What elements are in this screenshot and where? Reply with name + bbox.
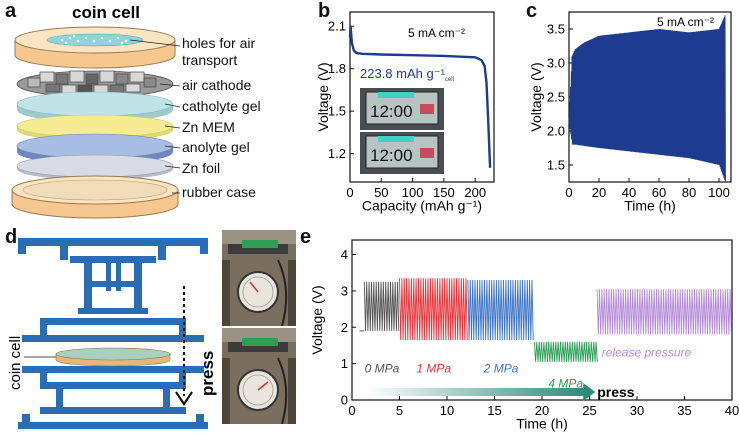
press-photo-top: [222, 230, 296, 326]
chart-c-ytick-label: 2.0: [547, 124, 565, 139]
chart-c-ylabel: Voltage (V): [529, 62, 544, 131]
chart-e-xtick-label: 25: [582, 403, 596, 418]
inset-clock-bottom-text: 12:00: [370, 146, 413, 165]
chart-c-xtick-label: 80: [682, 185, 696, 200]
chart-e-press-arrow-shaft: [366, 388, 586, 396]
chart-e-phase-2-label: 2 MPa: [483, 362, 519, 376]
press-photo-top-graphic: [222, 230, 296, 326]
chart-e-phase-3-label: 4 MPa: [548, 376, 583, 390]
press-frame: [18, 238, 208, 429]
chart-b-annotation: 5 mA cm⁻²: [408, 26, 465, 40]
chart-b-capacity-value: 223.8 mAh g⁻¹: [360, 66, 446, 81]
chart-c-xlabel: Time (h): [624, 198, 676, 214]
chart-e-phase-1-label: 1 MPa: [416, 362, 451, 376]
chart-c-ytick-label: 3.0: [547, 56, 565, 71]
label-zn-mem: Zn MEM: [182, 119, 235, 135]
chart-b-xtick-label: 100: [402, 185, 424, 200]
chart-b-frame: [349, 11, 495, 183]
rubber-case: [11, 175, 179, 219]
label-catholyte: catholyte gel: [182, 98, 261, 114]
chart-b-ytick-label: 1.2: [328, 146, 346, 161]
chart-e-xtick-label: 0: [348, 403, 355, 418]
chart-e-xtick-label: 5: [396, 403, 403, 418]
chart-b-ytick-label: 2.1: [328, 19, 346, 34]
chart-e-ytick-label: 1: [341, 356, 348, 371]
coin-cell-title: coin cell: [72, 3, 140, 22]
chart-e-xtick-label: 10: [440, 403, 454, 418]
chart-e-phase-3-line: [533, 341, 598, 362]
chart-b-discharge-curve: 0 50 100 150 200 1.2 1.5 1.8 2.1 Capacity (mAh g⁻…: [318, 11, 495, 214]
chart-c-series-line: [568, 15, 726, 183]
chart-e-xtick-label: 15: [487, 403, 501, 418]
inset-clock-photo-top: 12:00: [360, 88, 444, 130]
chart-c-annotation: 5 mA cm⁻²: [657, 15, 714, 29]
chart-b-ytick-label: 1.8: [328, 61, 346, 76]
press-diagram: coin cell press: [7, 238, 217, 429]
chart-e-xlabel: Time (h): [516, 416, 568, 432]
chart-e-xtick-label: 40: [725, 403, 739, 418]
panel-a-letter: a: [5, 0, 17, 22]
inset-clock-photo-bottom: 12:00: [360, 132, 444, 174]
label-air-cathode: air cathode: [182, 77, 251, 93]
chart-b-capacity-subscript: cell: [445, 77, 454, 83]
top-cap: [14, 26, 176, 69]
coin-cell-side-label: coin cell: [7, 336, 24, 390]
chart-e-phase-0-label: 0 MPa: [365, 362, 400, 376]
chart-e-phase-0-line: [363, 281, 400, 331]
coin-cell-diagram: coin cell: [11, 3, 261, 219]
inset-clock-top-text: 12:00: [370, 102, 413, 121]
chart-c-xtick-label: 60: [652, 185, 666, 200]
chart-b-xtick-label: 200: [464, 185, 486, 200]
chart-e-ytick-label: 4: [341, 247, 348, 262]
press-photo-bottom-graphic: [222, 328, 296, 424]
panel-d-letter: d: [5, 226, 18, 248]
chart-b-series-line: [348, 26, 492, 168]
chart-c-xtick-label: 100: [708, 185, 730, 200]
chart-c-xtick-label: 20: [592, 185, 606, 200]
panel-e-letter: e: [300, 226, 312, 248]
chart-e-ytick-label: 2: [341, 320, 348, 335]
chart-e-phase-4-line: [596, 289, 732, 335]
chart-e-ytick-label: 0: [341, 393, 348, 408]
chart-e-press-arrow-head: [583, 383, 596, 401]
panel-c-letter: c: [526, 0, 538, 22]
chart-b-ytick-label: 1.5: [328, 104, 346, 119]
chart-e-phase-1-line: [399, 278, 468, 341]
chart-e-xtick-label: 35: [677, 403, 691, 418]
zn-foil-layer: [16, 154, 174, 180]
chart-b-xtick-label: 150: [433, 185, 455, 200]
press-label-d: press: [198, 351, 217, 396]
label-rubber-case: rubber case: [182, 184, 256, 200]
coin-cell-disc: [55, 347, 171, 367]
chart-e-xtick-label: 20: [535, 403, 549, 418]
chart-e-xtick-label: 30: [630, 403, 644, 418]
chart-c-xtick-label: 40: [622, 185, 636, 200]
label-holes: holes for air: [182, 35, 255, 51]
chart-b-capacity-label: 223.8 mAh g⁻¹cell: [360, 66, 454, 83]
chart-e-ytick-label: 3: [341, 283, 348, 298]
chart-e-pressure-test: 0 5 10 15 20 25 30 35 40 0 1 2 3 4 Time (h) Voltage (V)…: [309, 239, 739, 432]
label-transport: transport: [182, 52, 237, 68]
chart-e-phase-4-label: release pressure: [602, 345, 692, 359]
chart-b-xtick-label: 50: [374, 185, 388, 200]
chart-c-ytick-label: 2.5: [547, 90, 565, 105]
chart-c-ytick-label: 1.5: [547, 158, 565, 173]
leader-lines: [129, 39, 181, 194]
chart-b-ylabel: Voltage (V): [318, 62, 331, 131]
chart-c-cycling: 0 20 40 60 80 100 1.5 2.0 2.5 3.0 3.5 Time (h) Volta…: [529, 11, 732, 214]
chart-e-press-label: press: [597, 384, 635, 400]
chart-e-ylabel: Voltage (V): [309, 285, 325, 354]
chart-b-xlabel: Capacity (mAh g⁻¹): [362, 198, 482, 214]
chart-e-phase-2-line: [467, 279, 534, 341]
chart-b-xtick-label: 0: [346, 185, 353, 200]
label-anolyte: anolyte gel: [182, 139, 250, 155]
panel-b-letter: b: [318, 0, 331, 22]
press-photo-bottom: [222, 328, 296, 424]
label-zn-foil: Zn foil: [182, 160, 220, 176]
air-cathode-layer: [16, 70, 174, 98]
chart-c-xtick-label: 0: [565, 185, 572, 200]
chart-c-ytick-label: 3.5: [547, 22, 565, 37]
